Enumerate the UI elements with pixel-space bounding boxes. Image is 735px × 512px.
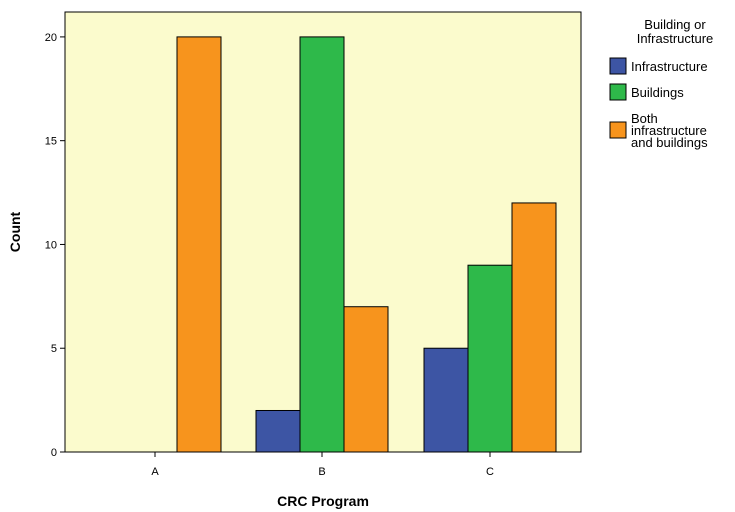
bar-c-1 bbox=[423, 347, 469, 453]
x-tick-label: C bbox=[486, 466, 494, 478]
legend-swatch bbox=[609, 57, 627, 75]
legend-label: Both bbox=[631, 111, 658, 126]
bars bbox=[176, 36, 557, 453]
legend-label: infrastructure bbox=[631, 123, 707, 138]
x-axis: A B C bbox=[79, 451, 566, 478]
legend: Building orInfrastructureInfrastructureB… bbox=[609, 17, 714, 150]
legend-swatch bbox=[609, 83, 627, 101]
y-tick-label: 20 bbox=[45, 32, 57, 44]
bar-c-3 bbox=[511, 202, 557, 453]
legend-title: Infrastructure bbox=[637, 31, 714, 46]
x-tick-label: A bbox=[151, 466, 159, 478]
bar-a-3 bbox=[176, 36, 222, 453]
bar-b-1 bbox=[255, 409, 301, 453]
legend-label: Buildings bbox=[631, 85, 684, 100]
bar-c-2 bbox=[467, 264, 513, 453]
y-tick-label: 5 bbox=[51, 343, 57, 355]
x-axis-title: CRC Program bbox=[277, 493, 369, 509]
legend-title: Building or bbox=[644, 17, 706, 32]
x-tick-label: B bbox=[318, 466, 325, 478]
y-axis: 0 5 10 15 20 bbox=[45, 32, 65, 459]
y-tick-label: 0 bbox=[51, 447, 57, 459]
y-tick-label: 15 bbox=[45, 136, 57, 148]
bar-b-3 bbox=[343, 306, 389, 453]
bar-b-2 bbox=[299, 36, 345, 453]
legend-label: Infrastructure bbox=[631, 59, 708, 74]
legend-swatch bbox=[609, 121, 627, 139]
y-axis-title: Count bbox=[7, 211, 23, 252]
y-tick-label: 10 bbox=[45, 239, 57, 251]
legend-label: and buildings bbox=[631, 135, 708, 150]
